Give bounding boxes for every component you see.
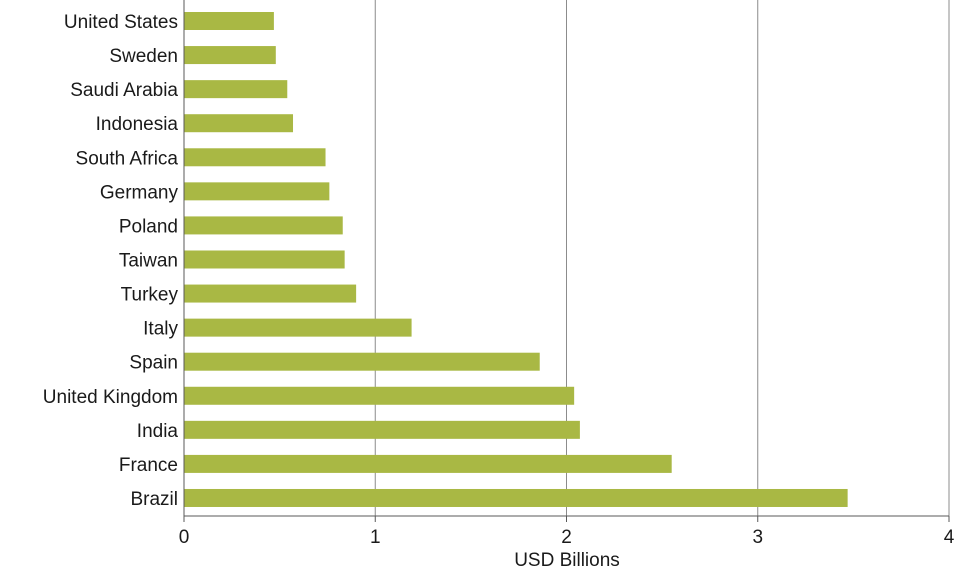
- category-label-india: India: [137, 421, 179, 442]
- category-label-united-kingdom: United Kingdom: [43, 387, 178, 408]
- bar-spain: [184, 352, 540, 371]
- category-label-united-states: United States: [64, 12, 178, 33]
- category-label-turkey: Turkey: [121, 285, 179, 306]
- bars: [184, 12, 848, 507]
- x-tick-label-0: 0: [179, 527, 190, 548]
- axes: [183, 0, 950, 522]
- category-label-sweden: Sweden: [109, 46, 178, 67]
- category-labels: United States Sweden Saudi Arabia Indonesia…: [43, 12, 179, 510]
- x-axis-title: USD Billions: [514, 550, 620, 571]
- category-label-taiwan: Taiwan: [119, 250, 178, 271]
- bar-brazil: [184, 488, 848, 507]
- bar-france: [184, 454, 672, 473]
- bar-turkey: [184, 284, 357, 303]
- bar-united-states: [184, 12, 274, 30]
- bar-south-africa: [184, 148, 326, 167]
- category-label-indonesia: Indonesia: [96, 114, 179, 135]
- x-tick-label-2: 2: [561, 527, 572, 548]
- x-tick-label-1: 1: [370, 527, 381, 548]
- category-label-saudi-arabia: Saudi Arabia: [70, 80, 178, 101]
- category-label-germany: Germany: [100, 182, 179, 203]
- bar-saudi-arabia: [184, 80, 288, 99]
- bar-germany: [184, 182, 330, 201]
- bar-indonesia: [184, 114, 294, 133]
- x-tick-label-3: 3: [752, 527, 763, 548]
- bar-poland: [184, 216, 343, 235]
- bar-italy: [184, 318, 412, 337]
- category-label-france: France: [119, 455, 178, 476]
- category-label-brazil: Brazil: [130, 489, 178, 510]
- bar-taiwan: [184, 250, 345, 269]
- category-label-south-africa: South Africa: [76, 148, 179, 169]
- category-label-poland: Poland: [119, 216, 178, 237]
- x-tick-label-4: 4: [944, 527, 955, 548]
- x-tick-labels: 0 1 2 3 4: [179, 527, 955, 548]
- bar-india: [184, 420, 580, 439]
- bar-sweden: [184, 46, 276, 65]
- category-label-italy: Italy: [143, 319, 178, 340]
- category-label-spain: Spain: [129, 353, 178, 374]
- bar-united-kingdom: [184, 386, 575, 405]
